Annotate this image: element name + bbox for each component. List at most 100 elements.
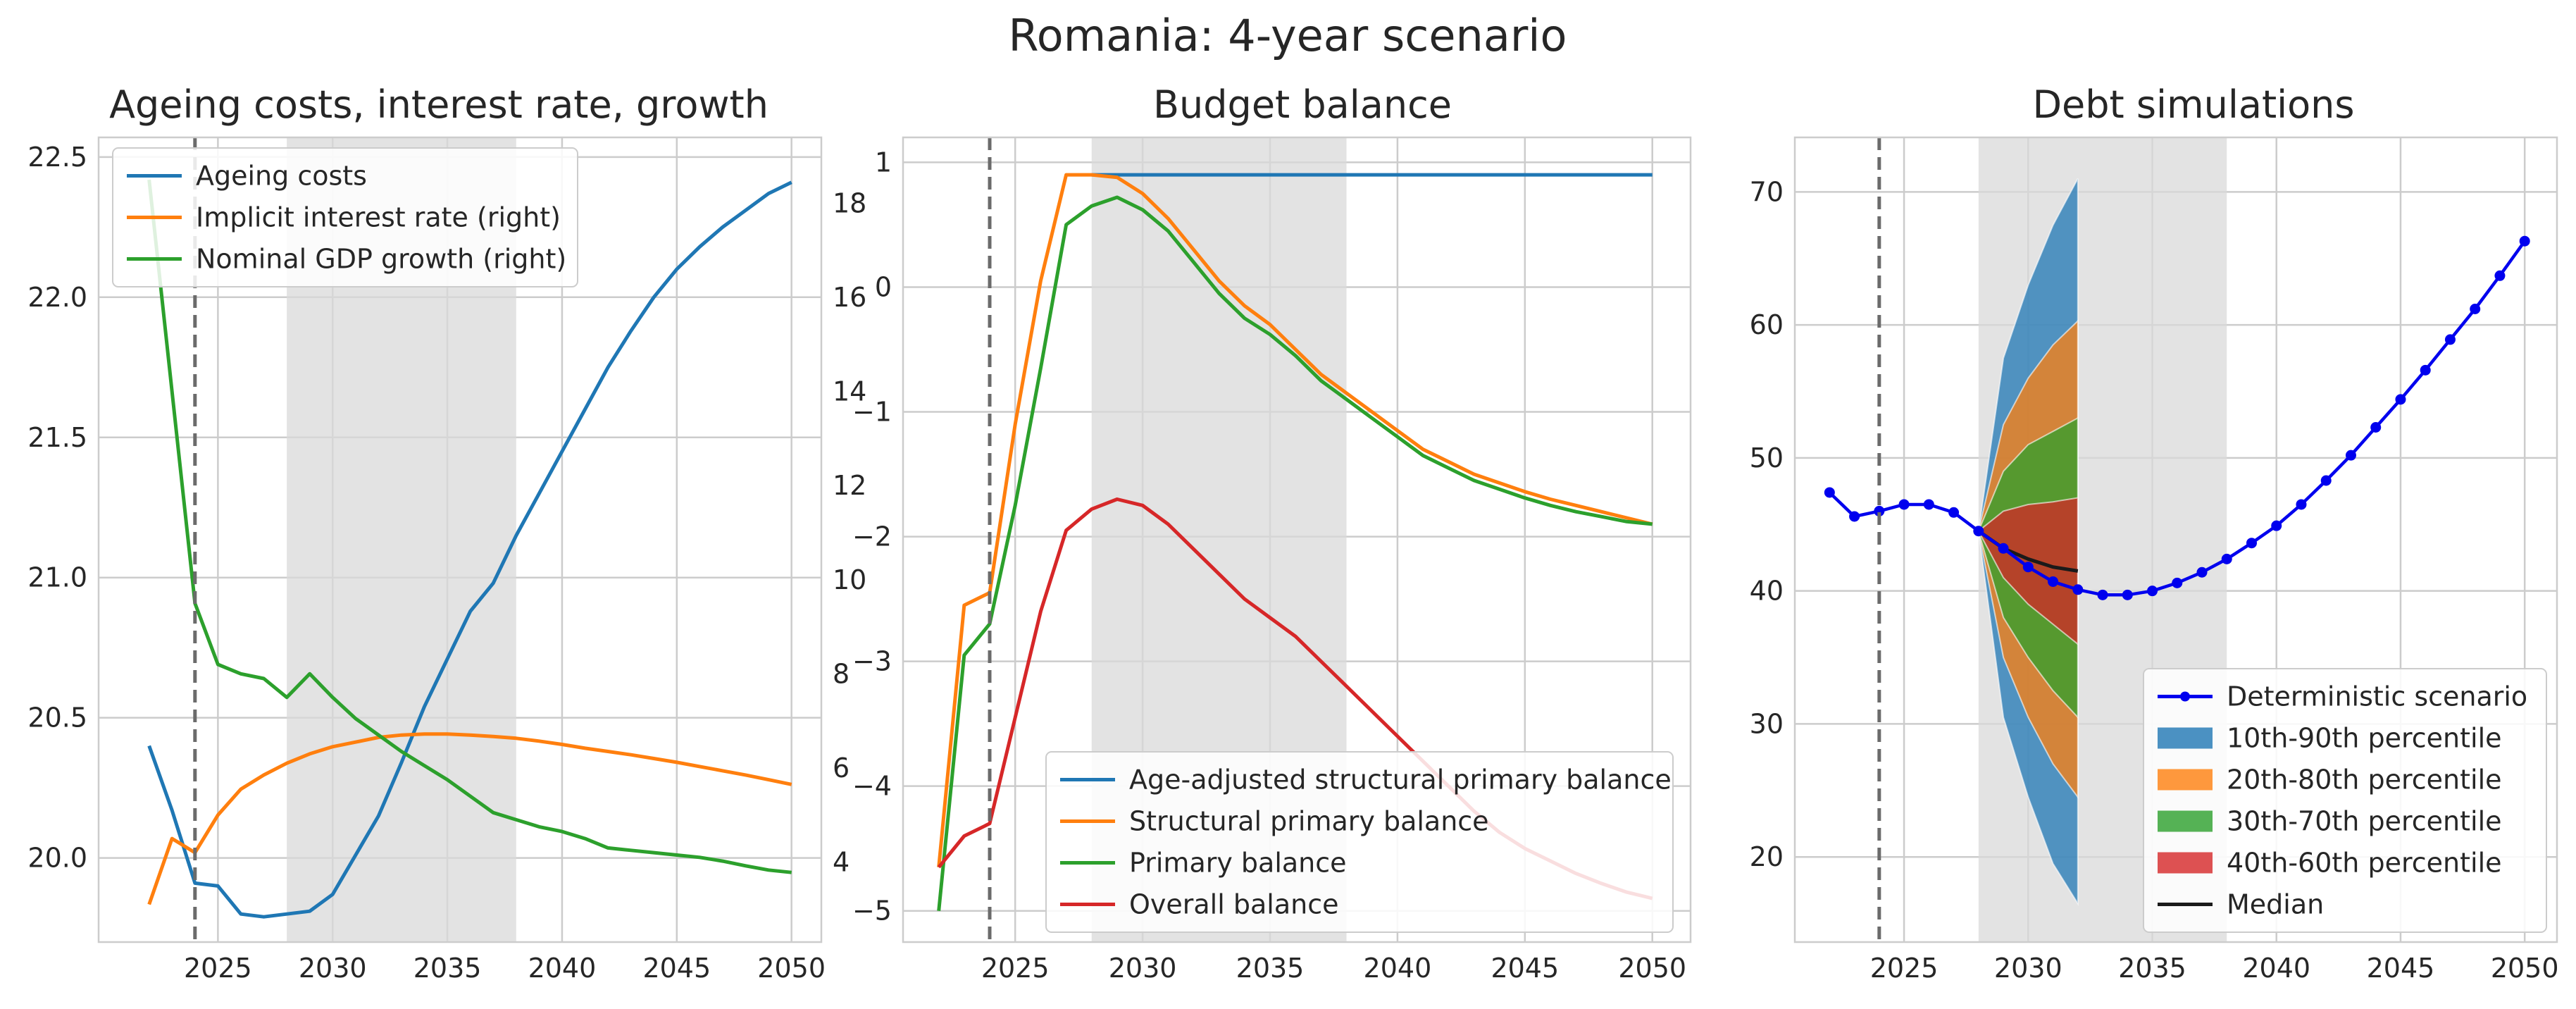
- deterministic-point: [1824, 487, 1835, 498]
- legend-label: Structural primary balance: [1129, 806, 1489, 837]
- deterministic-point: [2072, 584, 2084, 595]
- legend-label: Age-adjusted structural primary balance: [1129, 765, 1672, 796]
- y-tick-label: 0: [875, 271, 892, 302]
- deterministic-point: [2444, 334, 2456, 345]
- legend-label: Primary balance: [1129, 848, 1347, 879]
- deterministic-point: [2519, 235, 2530, 247]
- plot-frame: [902, 136, 1692, 943]
- y-tick-label: −1: [852, 397, 892, 428]
- deterministic-point: [2097, 589, 2108, 600]
- legend-label: Deterministic scenario: [2227, 681, 2527, 712]
- y-tick-label: 50: [1750, 442, 1784, 473]
- series-line: [937, 195, 1653, 911]
- legend-label: 10th-90th percentile: [2227, 723, 2502, 754]
- x-tick-label: 2030: [299, 953, 367, 984]
- x-tick-label: 2040: [1364, 953, 1432, 984]
- panel-title: Debt simulations: [2032, 82, 2354, 127]
- figure-title: Romania: 4-year scenario: [1009, 10, 1567, 61]
- x-tick-label: 2050: [757, 953, 826, 984]
- y-tick-label: 22.0: [27, 282, 87, 313]
- x-tick-label: 2035: [1236, 953, 1305, 984]
- y-tick-label: 20: [1750, 841, 1784, 872]
- y-tick-label: 70: [1750, 176, 1784, 207]
- deterministic-point: [2048, 576, 2059, 587]
- y-tick-label: 60: [1750, 309, 1784, 340]
- y-tick-label: 20.5: [27, 702, 87, 733]
- legend-label: Nominal GDP growth (right): [196, 244, 566, 275]
- x-tick-label: 2035: [413, 953, 482, 984]
- legend-marker: [2180, 691, 2190, 702]
- plot-frame: [1793, 136, 2558, 943]
- deterministic-point: [1898, 499, 1910, 510]
- y2-tick-label: 10: [833, 564, 866, 595]
- x-tick-label: 2035: [2118, 953, 2186, 984]
- x-tick-label: 2030: [1994, 953, 2062, 984]
- legend-label: 20th-80th percentile: [2227, 765, 2502, 796]
- legend-label: 30th-70th percentile: [2227, 806, 2502, 837]
- y-tick-label: −3: [852, 646, 892, 677]
- x-tick-label: 2025: [981, 953, 1050, 984]
- legend-label: 40th-60th percentile: [2227, 848, 2502, 879]
- y2-tick-label: 14: [833, 376, 866, 407]
- deterministic-point: [2122, 589, 2133, 600]
- legend-frame: [1045, 751, 1674, 933]
- deterministic-point: [1998, 543, 2009, 554]
- y-tick-label: −5: [852, 896, 892, 927]
- y-tick-label: 1: [875, 147, 892, 178]
- x-tick-label: 2050: [1618, 953, 1686, 984]
- deterministic-point: [2320, 475, 2332, 486]
- y-tick-label: 20.0: [27, 843, 87, 874]
- y-tick-label: −2: [852, 521, 892, 552]
- deterministic-point: [1874, 505, 1885, 516]
- deterministic-point: [2370, 421, 2382, 433]
- x-tick-label: 2040: [2242, 953, 2310, 984]
- panel-title: Ageing costs, interest rate, growth: [109, 82, 769, 127]
- deterministic-point: [2221, 553, 2232, 564]
- legend-label: Overall balance: [1129, 889, 1339, 920]
- y2-tick-label: 8: [833, 658, 850, 689]
- legend-swatch: [2158, 810, 2213, 832]
- deterministic-point: [2246, 538, 2257, 549]
- x-tick-label: 2030: [1109, 953, 1177, 984]
- x-tick-label: 2040: [528, 953, 597, 984]
- legend-label: Implicit interest rate (right): [196, 202, 561, 233]
- x-tick-label: 2045: [2367, 953, 2435, 984]
- x-tick-label: 2050: [2491, 953, 2559, 984]
- x-tick-label: 2045: [1491, 953, 1559, 984]
- series-line: [937, 173, 1653, 868]
- y-tick-label: 22.5: [27, 142, 87, 173]
- deterministic-point: [2296, 499, 2307, 510]
- deterministic-point: [2196, 567, 2208, 578]
- deterministic-point: [2494, 270, 2506, 281]
- y2-tick-label: 12: [833, 470, 866, 501]
- legend-frame: [2143, 668, 2547, 933]
- deterministic-point: [2395, 394, 2406, 405]
- x-tick-label: 2025: [184, 953, 252, 984]
- debt-simulations-panel: Debt simulations 2025 2030 2035 2040 2045 205…: [1750, 82, 2559, 984]
- plot-frame: [97, 136, 823, 943]
- deterministic-point: [2147, 586, 2158, 597]
- budget-balance-panel: Budget balance 2025 2030 2035 2040 2045 2050 −…: [852, 82, 1692, 984]
- legend-swatch: [2158, 769, 2213, 791]
- y-tick-label: 21.5: [27, 422, 87, 453]
- legend-label: Median: [2227, 889, 2324, 920]
- y2-tick-label: 16: [833, 282, 866, 313]
- deterministic-point: [1973, 526, 1984, 537]
- x-tick-label: 2025: [1870, 953, 1939, 984]
- deterministic-point: [1948, 507, 1960, 518]
- y-tick-label: 40: [1750, 576, 1784, 607]
- panel-title: Budget balance: [1153, 82, 1452, 127]
- legend-frame: [112, 147, 578, 287]
- y-tick-label: 21.0: [27, 562, 87, 593]
- deterministic-point: [2470, 304, 2481, 315]
- series-line: [147, 180, 792, 919]
- deterministic-point: [2345, 450, 2356, 461]
- legend-swatch: [2158, 727, 2213, 749]
- series-line: [147, 732, 792, 905]
- legend-label: Ageing costs: [196, 161, 367, 192]
- deterministic-point: [2022, 562, 2034, 573]
- y-tick-label: −4: [852, 771, 892, 802]
- deterministic-point: [1849, 511, 1860, 522]
- legend-swatch: [2158, 852, 2213, 874]
